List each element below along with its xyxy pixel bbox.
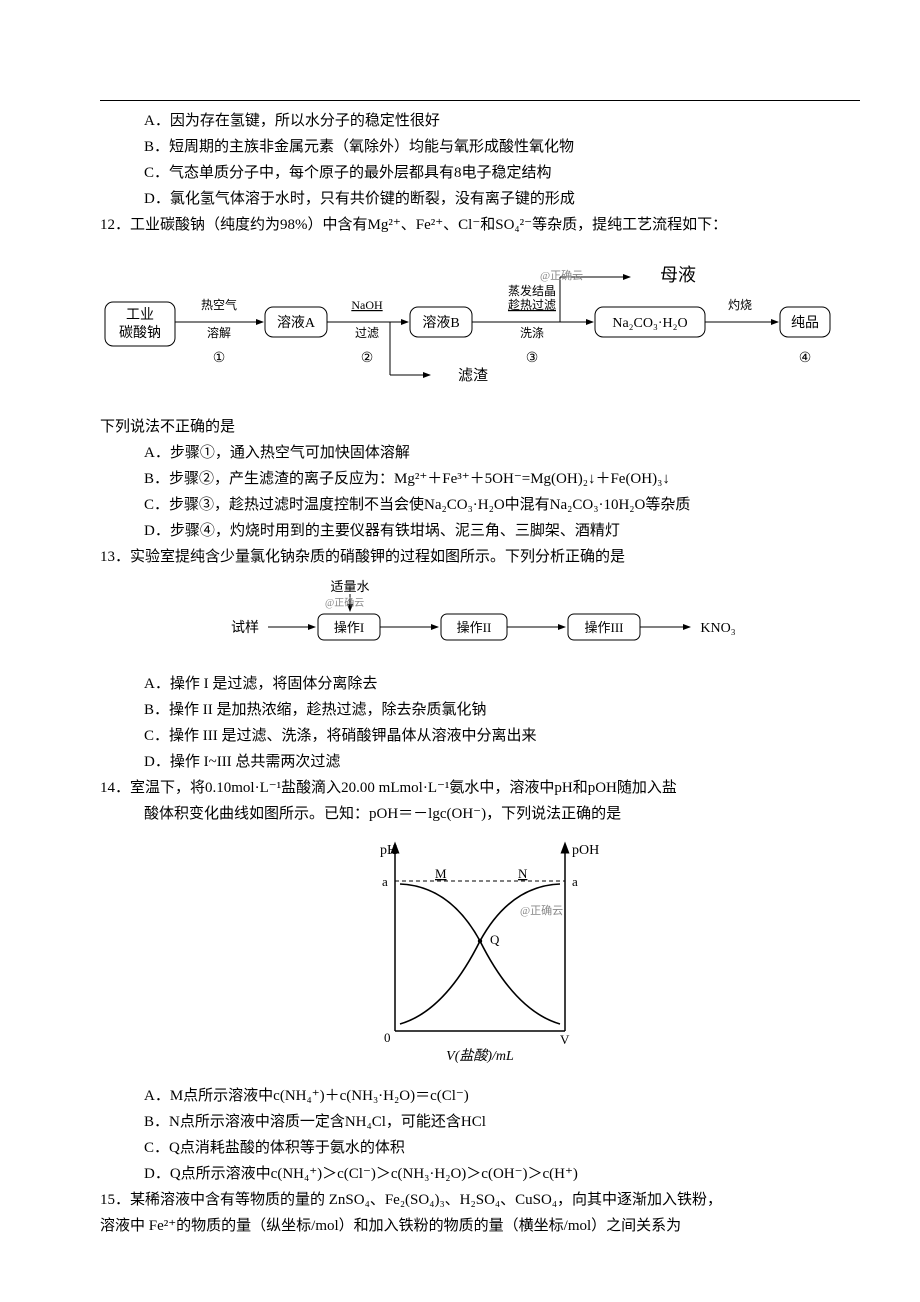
q14-opt-D: D．Q点所示溶液中c(NH₄⁺)＞c(Cl⁻)＞c(NH₃·H₂O)＞c(OH⁻… [100, 1162, 860, 1186]
svg-text:KNO₃: KNO₃ [700, 621, 735, 636]
svg-text:试样: 试样 [231, 620, 259, 636]
svg-text:@正确云: @正确云 [520, 904, 563, 917]
svg-text:蒸发结晶: 蒸发结晶 [508, 283, 556, 298]
svg-text:④: ④ [799, 351, 812, 366]
flow-box-3: 溶液B [410, 307, 472, 337]
svg-text:热空气: 热空气 [201, 297, 237, 312]
q14-stem1: 14．室温下，将0.10mol·L⁻¹盐酸滴入20.00 mLmol·L⁻¹氨水… [100, 776, 860, 800]
q14-opt-B: B．N点所示溶液中溶质一定含NH₄Cl，可能还含HCl [100, 1110, 860, 1134]
svg-text:③: ③ [526, 351, 539, 366]
svg-text:@正确云: @正确云 [540, 269, 583, 282]
svg-text:N: N [518, 866, 528, 881]
q13-flowchart: 试样 适量水 @正确云 操作I 操作II 操作III KNO₃ [100, 579, 860, 662]
q15-stem1: 15．某稀溶液中含有等物质的量的 ZnSO₄、Fe₂(SO₄)₃、H₂SO₄、C… [100, 1188, 860, 1212]
flow-box-2: 溶液A [265, 307, 327, 337]
svg-text:操作III: 操作III [585, 620, 624, 635]
q12-flowchart: 工业 碳酸钠 溶液A 溶液B Na₂CO₃·H₂O 纯品 [100, 247, 860, 405]
svg-text:母液: 母液 [660, 265, 696, 285]
q11-opt-B: B．短周期的主族非金属元素（氧除外）均能与氧形成酸性氧化物 [100, 135, 860, 159]
q12-stem: 12．工业碳酸钠（纯度约为98%）中含有Mg²⁺、Fe²⁺、Cl⁻和SO₄²⁻等… [100, 213, 860, 237]
svg-text:M: M [435, 866, 447, 881]
svg-text:碳酸钠: 碳酸钠 [119, 325, 161, 341]
q14-opt-C: C．Q点消耗盐酸的体积等于氨水的体积 [100, 1136, 860, 1160]
q11-opt-A: A．因为存在氢键，所以水分子的稳定性很好 [100, 109, 860, 133]
svg-text:pOH: pOH [572, 843, 599, 858]
q13-stem: 13．实验室提纯含少量氯化钠杂质的硝酸钾的过程如图所示。下列分析正确的是 [100, 545, 860, 569]
svg-text:趁热过滤: 趁热过滤 [508, 298, 556, 312]
q11-opt-C: C．气态单质分子中，每个原子的最外层都具有8电子稳定结构 [100, 161, 860, 185]
flow-box-5: 纯品 [780, 307, 830, 337]
svg-text:0: 0 [384, 1030, 391, 1045]
svg-text:NaOH: NaOH [351, 298, 383, 312]
svg-text:①: ① [213, 351, 226, 366]
q11-opt-D: D．氯化氢气体溶于水时，只有共价键的断裂，没有离子键的形成 [100, 187, 860, 211]
q15-stem2: 溶液中 Fe²⁺的物质的量（纵坐标/mol）和加入铁粉的物质的量（横坐标/mol… [100, 1214, 860, 1238]
svg-text:纯品: 纯品 [791, 315, 819, 331]
svg-text:过滤: 过滤 [355, 326, 379, 340]
svg-text:②: ② [361, 351, 374, 366]
flow-box-1: 工业 碳酸钠 [105, 302, 175, 346]
svg-text:灼烧: 灼烧 [728, 297, 752, 312]
svg-text:溶液A: 溶液A [277, 315, 316, 331]
q13-opt-D: D．操作 I~III 总共需两次过滤 [100, 750, 860, 774]
svg-text:a: a [382, 874, 388, 889]
svg-text:Na₂CO₃·H₂O: Na₂CO₃·H₂O [612, 316, 687, 331]
svg-text:溶解: 溶解 [207, 325, 231, 340]
q12-opt-B: B．步骤②，产生滤渣的离子反应为：Mg²⁺＋Fe³⁺＋5OH⁻=Mg(OH)₂↓… [100, 467, 860, 491]
svg-text:V: V [560, 1032, 570, 1047]
svg-text:溶液B: 溶液B [422, 315, 459, 331]
svg-text:工业: 工业 [126, 307, 154, 323]
flow-box-4: Na₂CO₃·H₂O [595, 307, 705, 337]
q12-opt-D: D．步骤④，灼烧时用到的主要仪器有铁坩埚、泥三角、三脚架、酒精灯 [100, 519, 860, 543]
svg-text:@正确云: @正确云 [325, 596, 364, 609]
svg-text:滤渣: 滤渣 [458, 367, 488, 384]
q14-chart: pH pOH a a M N Q 0 V V(盐酸)/mL @正确云 [100, 836, 860, 1074]
q12-opt-A: A．步骤①，通入热空气可加快固体溶解 [100, 441, 860, 465]
q13-opt-C: C．操作 III 是过滤、洗涤，将硝酸钾晶体从溶液中分离出来 [100, 724, 860, 748]
svg-text:a: a [572, 874, 578, 889]
svg-text:V(盐酸)/mL: V(盐酸)/mL [446, 1048, 514, 1064]
q13-opt-B: B．操作 II 是加热浓缩，趁热过滤，除去杂质氯化钠 [100, 698, 860, 722]
q14-stem2: 酸体积变化曲线如图所示。已知：pOH＝－lgc(OH⁻)，下列说法正确的是 [100, 802, 860, 826]
svg-text:Q: Q [490, 932, 500, 947]
svg-text:操作I: 操作I [334, 620, 364, 635]
svg-text:适量水: 适量水 [330, 579, 369, 594]
svg-text:操作II: 操作II [457, 620, 492, 635]
q12-interlabel: 下列说法不正确的是 [100, 415, 860, 439]
q14-opt-A: A．M点所示溶液中c(NH₄⁺)＋c(NH₃·H₂O)＝c(Cl⁻) [100, 1084, 860, 1108]
q13-opt-A: A．操作 I 是过滤，将固体分离除去 [100, 672, 860, 696]
svg-text:pH: pH [380, 843, 397, 858]
q12-opt-C: C．步骤③，趁热过滤时温度控制不当会使Na₂CO₃·H₂O中混有Na₂CO₃·1… [100, 493, 860, 517]
svg-text:洗涤: 洗涤 [520, 326, 544, 340]
top-rule [100, 100, 860, 101]
